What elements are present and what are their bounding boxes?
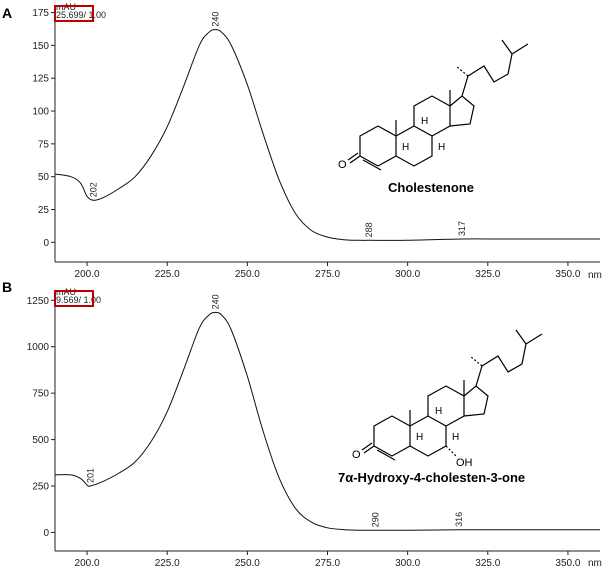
atom-hydroxyl: OH xyxy=(456,457,473,469)
x-tick-label: 325.0 xyxy=(475,269,500,280)
panel-b-highlight-box xyxy=(54,290,94,307)
y-tick-label: 750 xyxy=(32,389,49,400)
atom-oxygen: O xyxy=(338,159,347,171)
x-tick-label: 250.0 xyxy=(235,558,260,569)
panel-b-spectrum-line xyxy=(54,311,600,531)
panel-a-peak-labels: 240 202 288 317 xyxy=(88,12,467,238)
y-tick-label: 75 xyxy=(38,139,50,150)
peak-label: 288 xyxy=(364,222,374,237)
panel-a-x-ticks: 200.0 225.0 250.0 275.0 300.0 325.0 350.0 xyxy=(75,262,581,280)
panel-a-letter: A xyxy=(2,5,12,21)
x-tick-label: 325.0 xyxy=(475,558,500,569)
x-tick-label: 275.0 xyxy=(315,558,340,569)
y-tick-label: 1000 xyxy=(27,342,50,353)
panel-a-x-unit: nm xyxy=(588,270,602,281)
panel-b-peak-labels: 240 201 290 316 xyxy=(85,294,464,527)
peak-label: 290 xyxy=(371,512,381,527)
panel-b-letter: B xyxy=(2,279,12,295)
x-tick-label: 225.0 xyxy=(155,269,180,280)
y-tick-label: 250 xyxy=(32,482,49,493)
atom-h-1: H xyxy=(435,406,442,417)
atom-h-2: H xyxy=(402,142,409,153)
atom-h-2: H xyxy=(416,432,423,443)
x-tick-label: 300.0 xyxy=(395,269,420,280)
atom-h-3: H xyxy=(452,432,459,443)
peak-label: 316 xyxy=(454,512,464,527)
hydroxycholestenone-structure: O H H H OH xyxy=(352,329,543,469)
panel-a-compound-name: Cholestenone xyxy=(388,180,474,195)
panel-a-highlight-box xyxy=(54,5,94,22)
peak-label: 202 xyxy=(88,182,98,197)
y-tick-label: 0 xyxy=(43,238,49,249)
panel-b-x-unit: nm xyxy=(588,558,602,569)
x-tick-label: 275.0 xyxy=(315,269,340,280)
x-tick-label: 200.0 xyxy=(75,269,100,280)
peak-label: 240 xyxy=(210,12,220,27)
x-tick-label: 225.0 xyxy=(155,558,180,569)
peak-label: 201 xyxy=(85,468,95,483)
y-tick-label: 25 xyxy=(38,205,50,216)
atom-h-3: H xyxy=(438,142,445,153)
atom-h-1: H xyxy=(421,116,428,127)
x-tick-label: 300.0 xyxy=(395,558,420,569)
panel-a-header-text: 25.699/ 1.00 xyxy=(56,10,106,20)
x-tick-label: 350.0 xyxy=(555,269,580,280)
y-tick-label: 175 xyxy=(32,8,49,19)
y-tick-label: 100 xyxy=(32,107,49,118)
x-tick-label: 250.0 xyxy=(235,269,260,280)
panel-a-spectrum-line xyxy=(54,29,600,241)
y-tick-label: 0 xyxy=(43,528,49,539)
panel-b-compound-name: 7α-Hydroxy-4-cholesten-3-one xyxy=(338,470,525,485)
y-tick-label: 125 xyxy=(32,74,49,85)
y-tick-label: 150 xyxy=(32,41,49,52)
atom-oxygen-ketone: O xyxy=(352,449,361,461)
panel-b-header-text: 9.569/ 1.00 xyxy=(56,295,101,305)
peak-label: 317 xyxy=(457,221,467,236)
panel-b-x-ticks: 200.0 225.0 250.0 275.0 300.0 325.0 350.0 xyxy=(75,551,581,569)
cholestenone-structure: O H H H xyxy=(338,39,529,171)
panel-b-y-ticks: 0 250 500 750 1000 1250 xyxy=(27,296,55,539)
panel-a-y-ticks: 0 25 50 75 100 125 150 175 xyxy=(32,8,55,249)
x-tick-label: 200.0 xyxy=(75,558,100,569)
y-tick-label: 500 xyxy=(32,435,49,446)
peak-label: 240 xyxy=(210,294,220,309)
y-tick-label: 50 xyxy=(38,172,50,183)
x-tick-label: 350.0 xyxy=(555,558,580,569)
y-tick-label: 1250 xyxy=(27,296,50,307)
